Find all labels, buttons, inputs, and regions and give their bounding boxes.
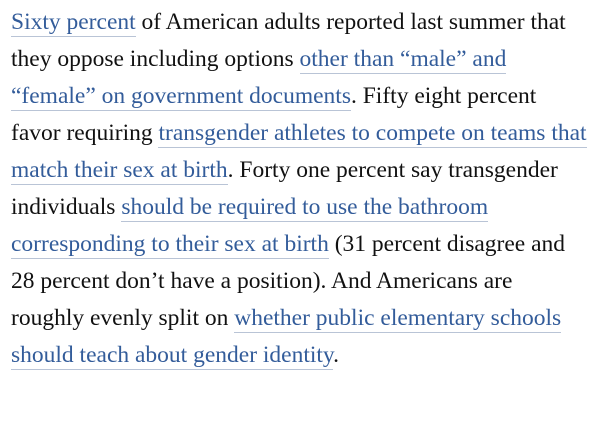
paragraph-text: of American adults reported last summer … (11, 9, 566, 72)
link-schools-gender-identity[interactable]: whether public elementary schools should… (11, 305, 562, 370)
paragraph-text: . Forty one percent say transgender indi… (11, 157, 558, 220)
link-sixty-percent[interactable]: Sixty percent (11, 9, 136, 37)
link-gender-options-on-documents[interactable]: other than “male” and “female” on govern… (11, 46, 507, 111)
paragraph-text: (31 percent disagree and 28 percent don’… (11, 231, 566, 331)
link-bathroom-requirement[interactable]: should be required to use the bathroom c… (11, 194, 489, 259)
paragraph-text: . (333, 342, 340, 368)
article-paragraph: Sixty percent of American adults reporte… (11, 4, 590, 374)
paragraph-text: . Fifty eight percent favor requiring (11, 83, 537, 146)
link-transgender-athletes[interactable]: transgender athletes to compete on teams… (11, 120, 587, 185)
